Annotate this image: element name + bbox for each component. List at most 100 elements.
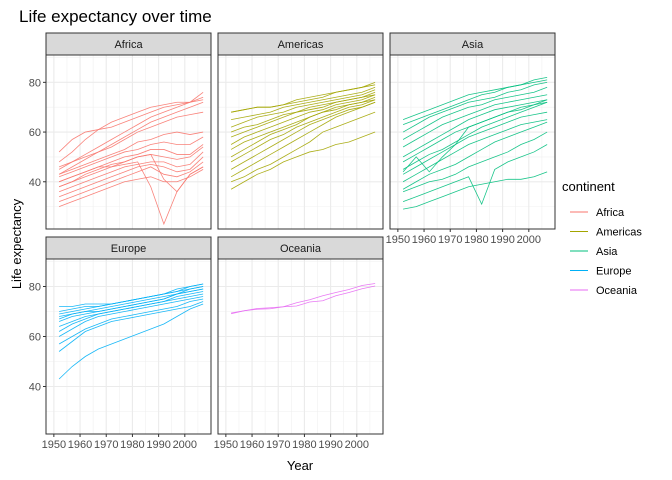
x-tick-label: 1980	[464, 234, 488, 246]
x-tick-label: 1990	[146, 439, 170, 451]
x-tick-label: 1970	[94, 439, 118, 451]
facet-americas: Americas	[217, 32, 384, 230]
series-line-africa-13	[58, 161, 204, 226]
series-line-americas-7	[230, 96, 376, 150]
series-line-americas-11	[230, 89, 376, 128]
x-tick-label: 1990	[318, 439, 342, 451]
series-line-asia-15	[402, 79, 548, 121]
series-line-europe-1	[58, 303, 204, 380]
x-tick-label: 1970	[438, 234, 462, 246]
x-tick-label: 1960	[412, 234, 436, 246]
series-line-europe-3	[58, 298, 204, 345]
x-axis-title: Year	[287, 458, 314, 473]
facet-europe: Europe 40 60 80 1950 1960 1970 1980 1990 2000	[29, 236, 212, 451]
x-tick-label: 1970	[266, 439, 290, 451]
legend-label: Europe	[596, 266, 631, 278]
strip-label: Africa	[114, 39, 143, 51]
series-line-asia-11	[402, 94, 548, 148]
legend-label: Asia	[596, 246, 618, 258]
series-line-asia-9	[402, 99, 548, 163]
series-line-africa-14	[58, 96, 204, 163]
facet-oceania: Oceania 1950 1960 1970 1980 1990 2000	[214, 236, 384, 451]
series-line-africa-1	[58, 168, 204, 208]
series-line-oceania-1	[231, 283, 376, 315]
legend-item-africa: Africa	[570, 207, 625, 219]
panel-border	[45, 258, 212, 435]
panel-background	[46, 259, 211, 434]
x-tick-label: 2000	[173, 439, 197, 451]
series-line-americas-2	[230, 111, 376, 183]
series-line-americas-5	[230, 99, 376, 163]
x-tick-label: 1980	[120, 439, 144, 451]
strip-label: Europe	[111, 243, 146, 255]
series-line-africa-3	[58, 156, 204, 198]
series-line-africa-4	[58, 151, 204, 193]
y-axis-title: Life expectancy	[9, 198, 24, 289]
series-line-americas-8	[230, 94, 376, 145]
legend-item-oceania: Oceania	[570, 285, 638, 297]
strip-label: Asia	[462, 39, 484, 51]
x-tick-label: 2000	[345, 439, 369, 451]
series-line-europe-6	[58, 291, 204, 327]
series-line-asia-12	[402, 86, 548, 140]
x-tick-label: 1960	[240, 439, 264, 451]
x-tick-label: 1950	[214, 439, 238, 451]
series-line-europe-2	[58, 301, 204, 352]
series-line-americas-10	[230, 91, 376, 133]
series-line-asia-3	[402, 131, 548, 193]
series-line-africa-7	[58, 136, 204, 178]
x-tick-label: 2000	[517, 234, 541, 246]
series-line-americas-3	[230, 101, 376, 178]
x-tick-label: 1960	[68, 439, 92, 451]
series-line-africa-10	[58, 99, 204, 153]
legend-label: Africa	[596, 207, 625, 219]
legend-item-asia: Asia	[570, 246, 618, 258]
series-line-americas-14	[231, 81, 376, 113]
panel-border	[45, 54, 212, 230]
panel-background	[218, 55, 383, 229]
series-line-americas-12	[231, 86, 376, 121]
facet-asia: Asia 1950 1960 1970 1980 1990 2000	[386, 32, 556, 246]
y-tick-label: 40	[29, 382, 41, 394]
legend: continent Africa Americas Asia Europe Oceani…	[562, 179, 642, 297]
panel-border	[217, 54, 384, 230]
y-tick-label: 80	[29, 77, 41, 89]
series-line-europe-9	[59, 286, 204, 317]
chart-title: Life expectancy over time	[19, 7, 212, 26]
series-line-asia-8	[402, 101, 548, 170]
panel-background	[46, 55, 211, 229]
series-line-asia-5	[402, 119, 548, 183]
series-line-asia-10	[402, 99, 548, 158]
series-line-americas-4	[230, 101, 376, 170]
y-tick-label: 60	[29, 332, 41, 344]
strip-label: Americas	[278, 39, 324, 51]
series-line-americas-1	[230, 131, 376, 190]
facet-africa: Africa 40 60 80	[29, 32, 212, 230]
panel-border	[389, 54, 556, 230]
series-line-africa-15	[58, 91, 204, 170]
series-line-europe-4	[58, 296, 204, 337]
series-line-africa-9	[58, 111, 204, 168]
x-tick-label: 1980	[292, 439, 316, 451]
legend-item-americas: Americas	[570, 227, 642, 239]
x-tick-label: 1950	[386, 234, 410, 246]
series-line-asia-13	[402, 81, 548, 133]
panel-border	[217, 258, 384, 435]
legend-label: Oceania	[596, 285, 638, 297]
x-tick-label: 1990	[490, 234, 514, 246]
series-line-asia-1	[403, 171, 548, 210]
series-line-oceania-2	[231, 285, 376, 314]
strip-label: Oceania	[280, 243, 322, 255]
y-tick-label: 80	[29, 282, 41, 294]
series-line-africa-11	[58, 101, 204, 175]
y-tick-label: 40	[29, 177, 41, 189]
panel-background	[218, 259, 383, 434]
x-tick-label: 1950	[42, 439, 66, 451]
legend-item-europe: Europe	[570, 266, 631, 278]
series-line-europe-12	[59, 283, 204, 307]
series-line-africa-2	[58, 161, 204, 203]
series-line-asia-4	[402, 121, 548, 190]
legend-label: Americas	[596, 227, 642, 239]
